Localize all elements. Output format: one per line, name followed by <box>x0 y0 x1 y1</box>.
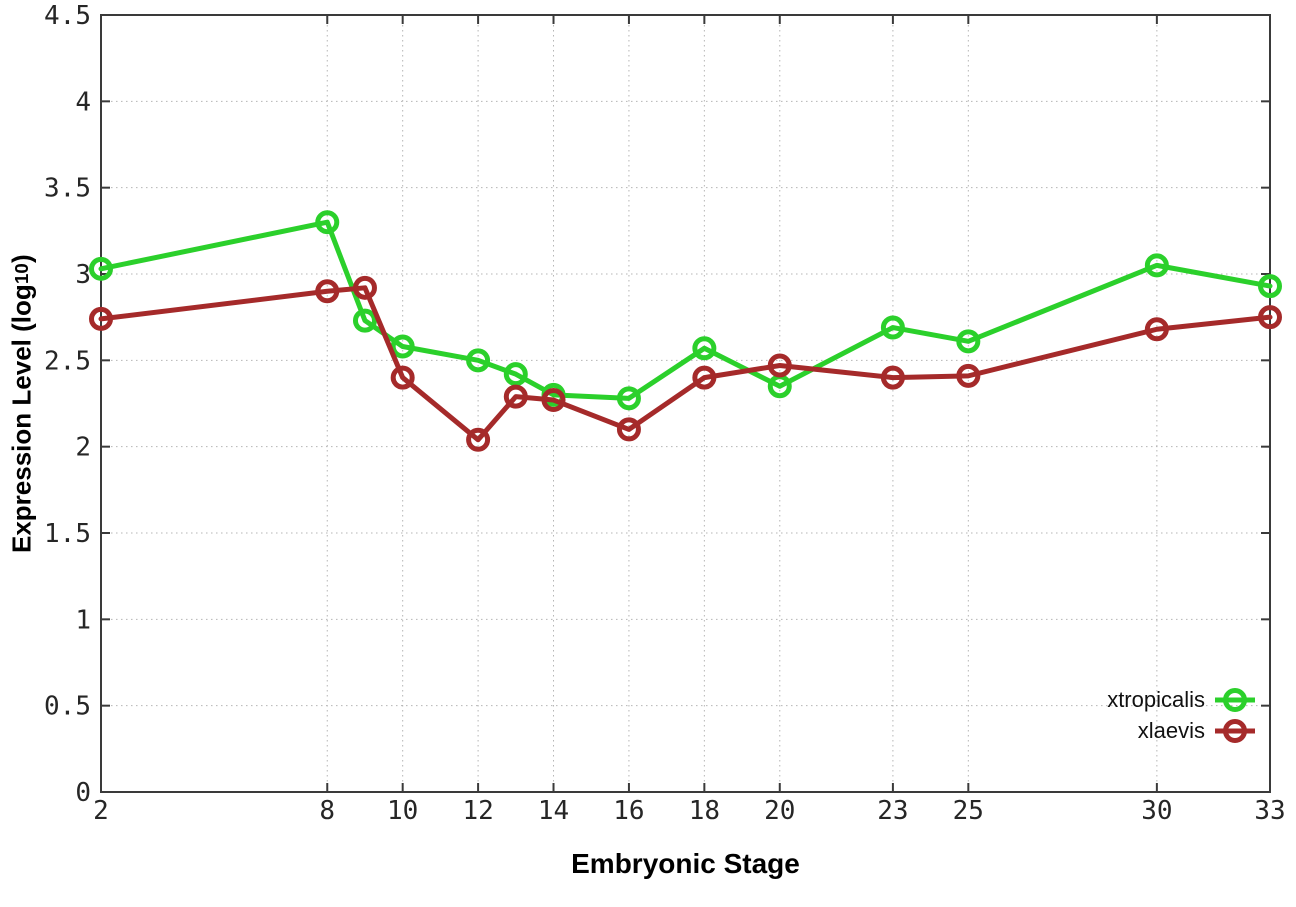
y-tick-label: 1.5 <box>44 519 91 549</box>
y-tick-label: 1 <box>75 605 91 635</box>
y-tick-label: 3 <box>75 260 91 290</box>
data-point-xlaevis <box>1144 317 1169 342</box>
data-point-xtropicalis <box>352 308 377 333</box>
data-point-xtropicalis <box>466 348 491 373</box>
data-point-xtropicalis <box>390 334 415 359</box>
data-point-xlaevis <box>1258 305 1282 330</box>
data-point-xlaevis <box>692 365 717 390</box>
data-point-xlaevis <box>315 279 340 304</box>
data-point-xlaevis <box>89 306 113 331</box>
data-point-xlaevis <box>956 363 981 388</box>
x-tick-label: 33 <box>1254 796 1285 826</box>
data-point-xtropicalis <box>692 336 717 361</box>
data-point-xtropicalis <box>880 315 905 340</box>
data-point-xlaevis <box>616 417 641 442</box>
x-tick-label: 10 <box>387 796 418 826</box>
data-point-xtropicalis <box>1144 253 1169 278</box>
data-point-xlaevis <box>880 365 905 390</box>
legend-label-xlaevis: xlaevis <box>1137 717 1205 743</box>
legend-marker-xlaevis <box>1215 718 1255 743</box>
x-tick-label: 8 <box>319 796 335 826</box>
y-tick-label: 0 <box>75 778 91 808</box>
y-axis-title-close: ) <box>6 254 37 264</box>
series-line-xlaevis <box>98 285 1273 443</box>
data-point-xlaevis <box>390 365 415 390</box>
y-axis-title-text: Expression Level (log <box>6 283 37 553</box>
x-tick-label: 12 <box>462 796 493 826</box>
legend-item-xlaevis: xlaevis <box>1138 715 1256 746</box>
x-tick-label: 16 <box>613 796 644 826</box>
legend-marker-xtropicalis <box>1215 687 1255 712</box>
data-point-xlaevis <box>541 388 566 413</box>
x-tick-label: 30 <box>1141 796 1172 826</box>
plot-border <box>100 14 1271 793</box>
data-point-xtropicalis <box>315 210 340 235</box>
x-tick-label: 20 <box>764 796 795 826</box>
series-line-xtropicalis <box>98 219 1273 401</box>
y-tick-label: 0.5 <box>44 692 91 722</box>
x-tick-label: 14 <box>538 796 569 826</box>
y-tick-label: 4.5 <box>44 1 91 31</box>
y-tick-label: 2 <box>75 433 91 463</box>
legend: xtropicalis xlaevis <box>1107 684 1256 746</box>
y-axis-title-subscript: 10 <box>11 263 32 284</box>
data-point-xlaevis <box>767 353 792 378</box>
x-axis-title: Embryonic Stage <box>571 848 800 879</box>
data-point-xtropicalis <box>89 256 113 281</box>
y-axis-title: Expression Level (log 10) <box>0 15 44 792</box>
data-point-xtropicalis <box>503 362 528 387</box>
x-tick-label: 2 <box>93 796 109 826</box>
x-tick-label: 25 <box>953 796 984 826</box>
y-tick-label: 3.5 <box>44 174 91 204</box>
data-point-xlaevis <box>352 275 377 300</box>
legend-item-xtropicalis: xtropicalis <box>1107 684 1256 715</box>
y-tick-label: 2.5 <box>44 346 91 376</box>
data-point-xlaevis <box>466 427 491 452</box>
y-tick-label: 4 <box>75 87 91 117</box>
x-tick-label: 23 <box>877 796 908 826</box>
data-point-xlaevis <box>503 384 528 409</box>
data-point-xtropicalis <box>616 386 641 411</box>
legend-label-xtropicalis: xtropicalis <box>1107 686 1205 712</box>
data-point-xtropicalis <box>1258 274 1282 299</box>
data-point-xtropicalis <box>956 329 981 354</box>
x-tick-label: 18 <box>689 796 720 826</box>
